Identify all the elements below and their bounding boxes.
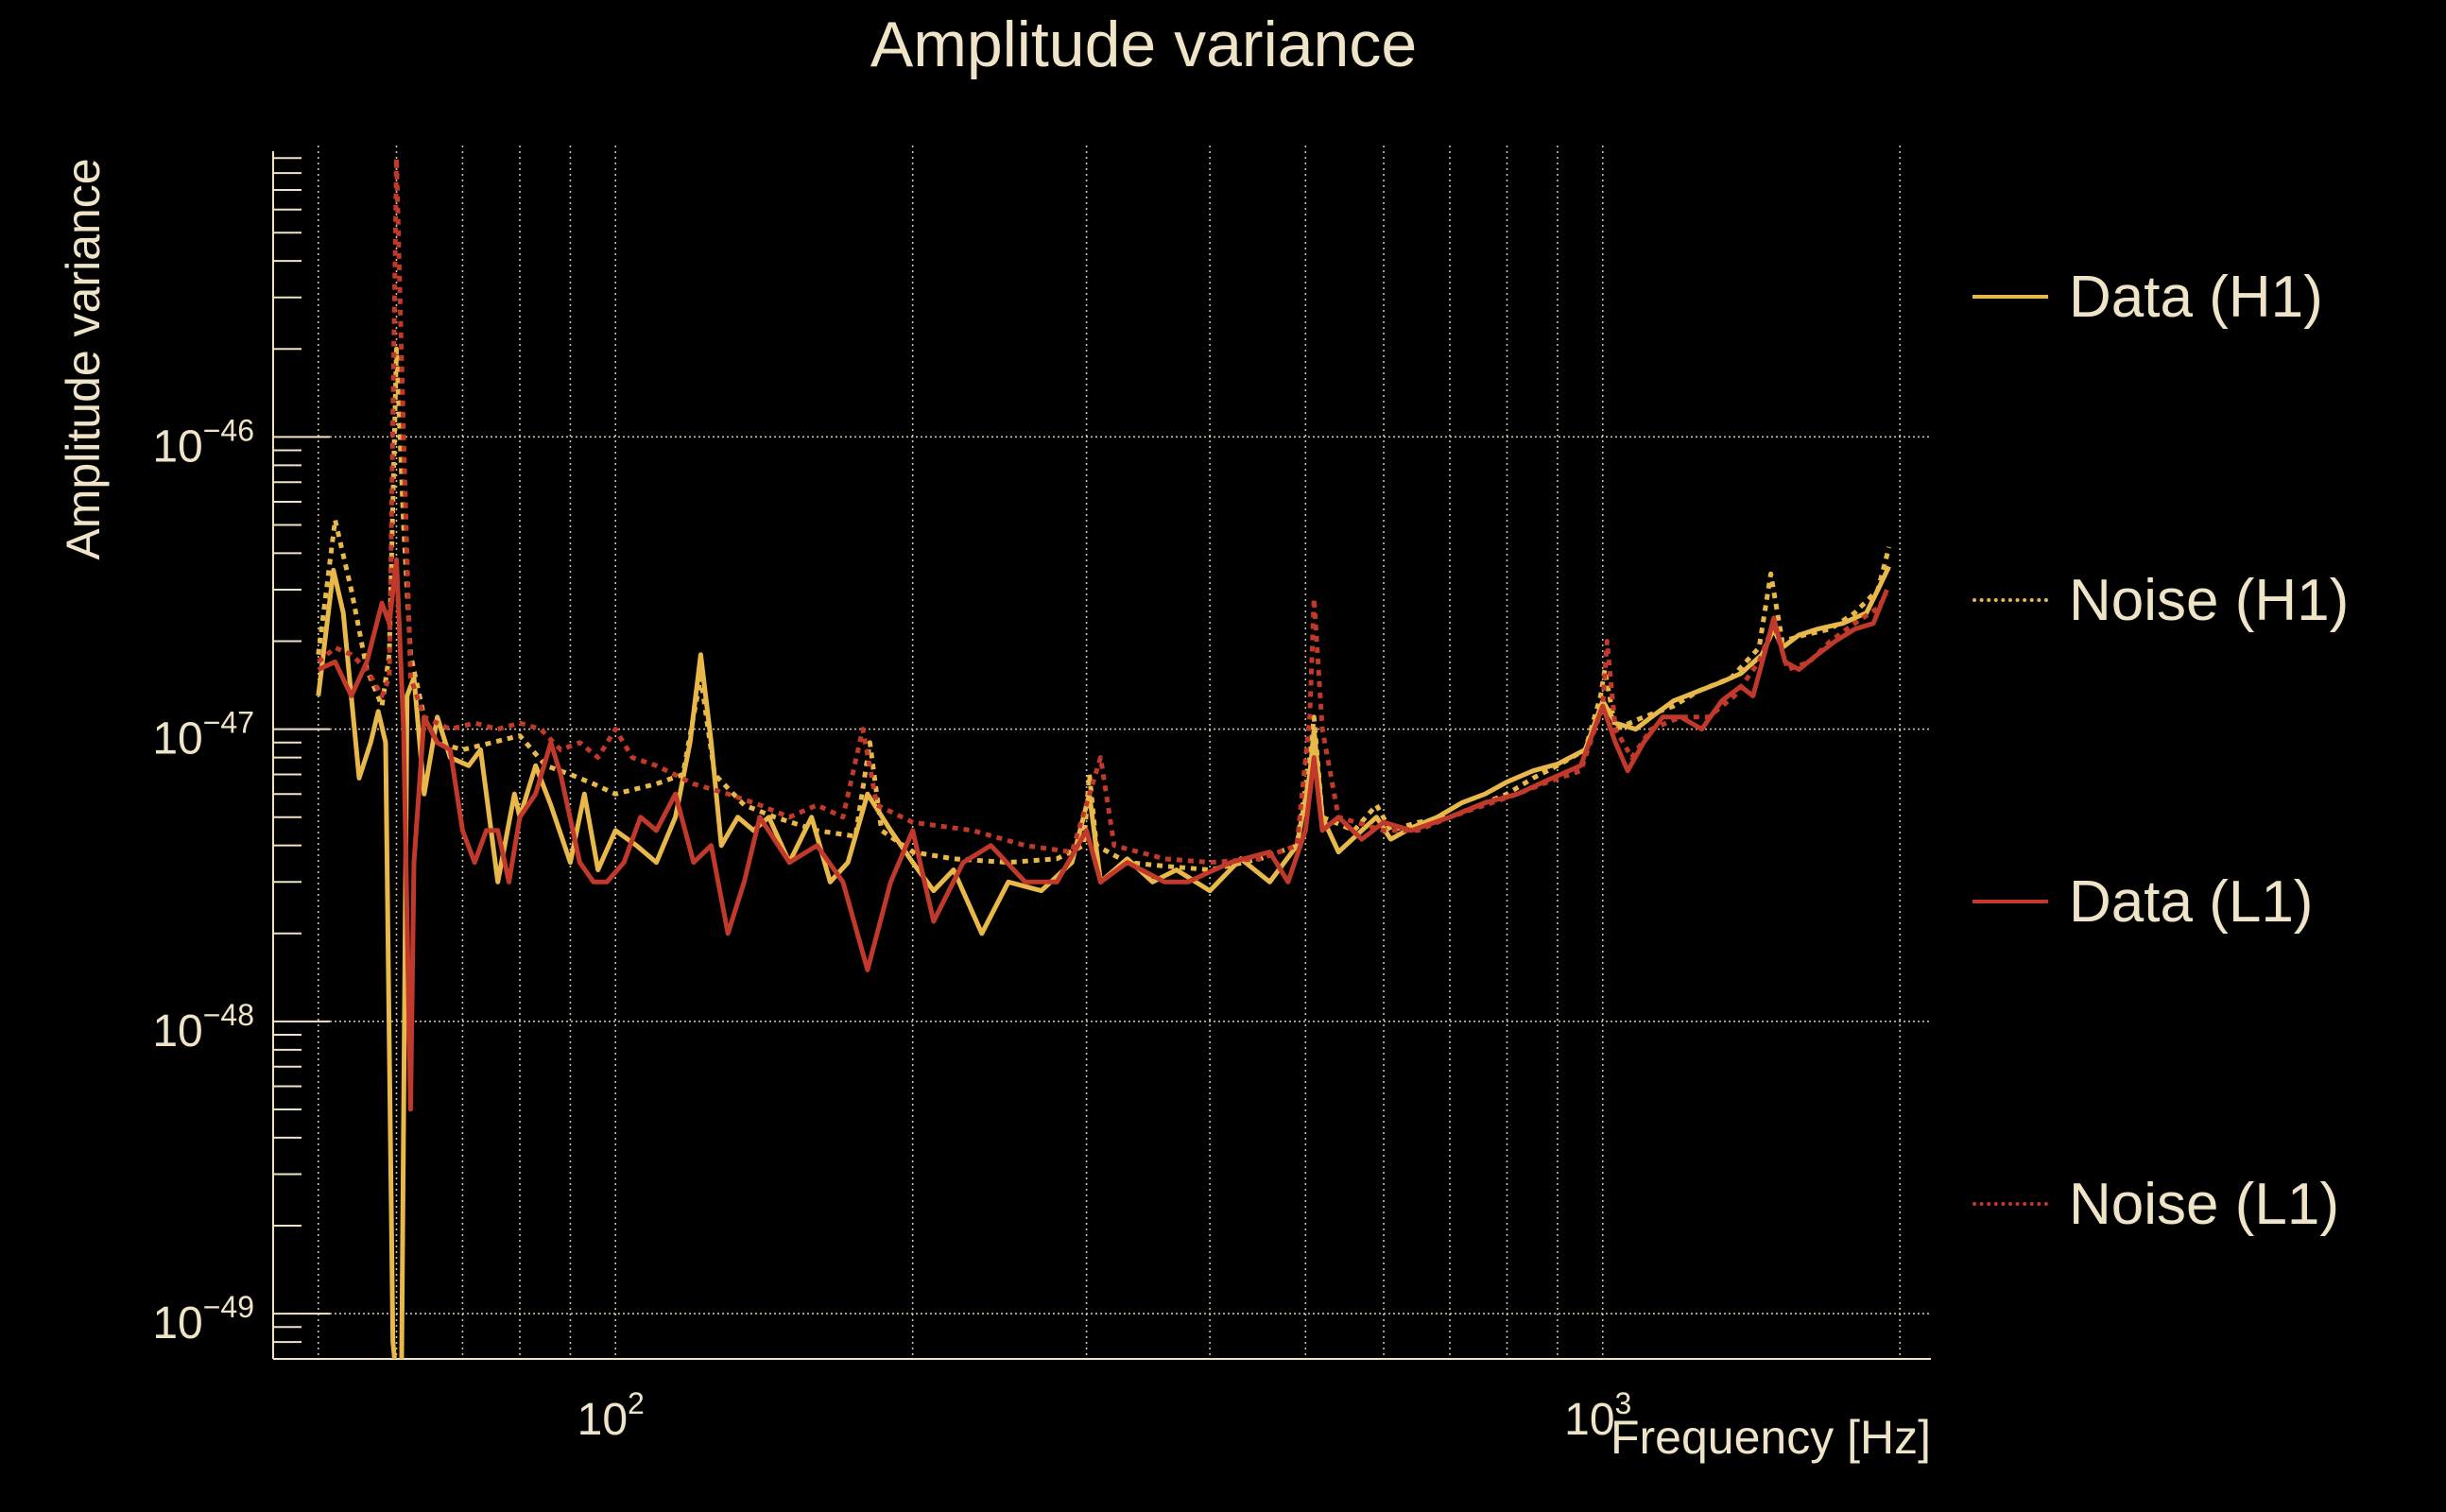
legend-swatch xyxy=(1972,295,2048,299)
legend-item-data-l1: Data (L1) xyxy=(1972,868,2313,935)
y-tick-label: 10−48 xyxy=(152,998,254,1057)
y-tick-label: 10−47 xyxy=(152,706,254,765)
series-line-data-h1 xyxy=(316,565,1891,1359)
series-line-data-l1 xyxy=(317,557,1889,1112)
legend-item-noise-h1: Noise (H1) xyxy=(1972,567,2349,633)
series-line-noise-h1 xyxy=(316,346,1892,872)
y-tick-label: 10−49 xyxy=(152,1290,254,1349)
legend-swatch xyxy=(1972,598,2048,602)
legend-swatch xyxy=(1972,900,2048,903)
legend-label: Noise (L1) xyxy=(2069,1171,2339,1237)
series-line-noise-l1 xyxy=(317,155,1889,866)
legend-item-noise-l1: Noise (L1) xyxy=(1972,1171,2339,1237)
legend-label: Noise (H1) xyxy=(2069,567,2350,633)
legend-swatch xyxy=(1972,1202,2048,1206)
legend-item-data-h1: Data (H1) xyxy=(1972,264,2323,330)
legend-label: Data (L1) xyxy=(2069,868,2314,935)
x-axis-label: Frequency [Hz] xyxy=(1610,1411,1931,1464)
x-tick-label: 103 xyxy=(1564,1386,1631,1445)
legend-label: Data (H1) xyxy=(2069,264,2323,330)
y-tick-label: 10−46 xyxy=(152,413,254,472)
chart-title: Amplitude variance xyxy=(870,9,1418,80)
x-tick-label: 102 xyxy=(577,1386,645,1445)
